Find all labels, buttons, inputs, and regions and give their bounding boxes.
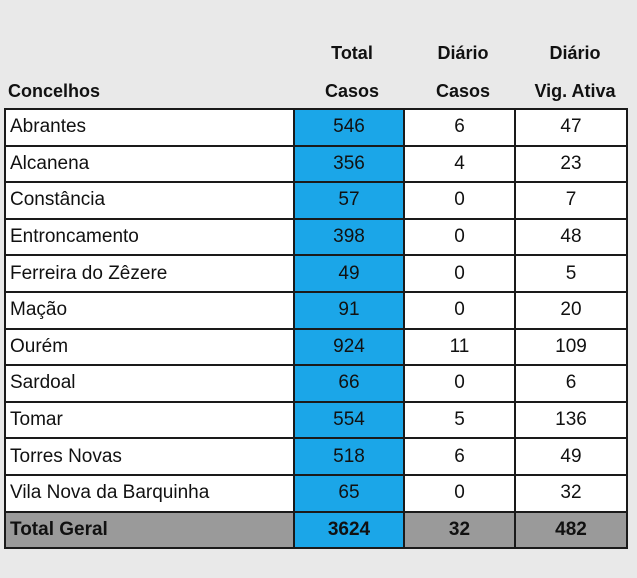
vig-ativa-cell: 32 <box>514 473 628 513</box>
total-geral-diario-casos: 32 <box>403 510 516 550</box>
table-row: Sardoal 66 0 6 <box>4 364 628 403</box>
concelho-cell: Tomar <box>4 400 295 440</box>
header-total-line2: Casos <box>324 81 380 101</box>
total-casos-cell: 546 <box>293 108 405 147</box>
total-geral-label: Total Geral <box>4 510 295 550</box>
concelho-cell: Vila Nova da Barquinha <box>4 473 295 513</box>
diario-casos-cell: 0 <box>403 181 516 220</box>
table-row: Alcanena 356 4 23 <box>4 144 628 184</box>
vig-ativa-cell: 109 <box>514 327 628 367</box>
header-total-line1: Total <box>331 43 373 63</box>
vig-ativa-cell: 49 <box>514 437 628 476</box>
vig-ativa-cell: 6 <box>514 364 628 403</box>
total-casos-cell: 91 <box>293 290 405 330</box>
vig-ativa-cell: 7 <box>514 181 628 220</box>
concelho-cell: Abrantes <box>4 108 295 147</box>
concelho-cell: Entroncamento <box>4 217 295 257</box>
table-row: Mação 91 0 20 <box>4 290 628 330</box>
vig-ativa-cell: 47 <box>514 108 628 147</box>
total-casos-cell: 554 <box>293 400 405 440</box>
table-row: Torres Novas 518 6 49 <box>4 437 628 476</box>
diario-casos-cell: 11 <box>403 327 516 367</box>
table-row: Constância 57 0 7 <box>4 181 628 220</box>
header-diario-vig-line1: Diário <box>549 43 601 63</box>
concelho-cell: Constância <box>4 181 295 220</box>
total-geral-casos: 3624 <box>293 510 405 550</box>
diario-casos-cell: 6 <box>403 437 516 476</box>
concelho-cell: Ferreira do Zêzere <box>4 254 295 293</box>
diario-casos-cell: 0 <box>403 254 516 293</box>
diario-casos-cell: 0 <box>403 290 516 330</box>
header-diario-casos-line1: Diário <box>437 43 489 63</box>
table-row: Abrantes 546 6 47 <box>4 108 628 147</box>
table-row: Ferreira do Zêzere 49 0 5 <box>4 254 628 293</box>
vig-ativa-cell: 136 <box>514 400 628 440</box>
total-casos-cell: 518 <box>293 437 405 476</box>
total-geral-row: Total Geral 3624 32 482 <box>4 510 628 550</box>
concelho-cell: Mação <box>4 290 295 330</box>
table-row: Ourém 924 11 109 <box>4 327 628 367</box>
concelho-cell: Torres Novas <box>4 437 295 476</box>
concelho-cell: Ourém <box>4 327 295 367</box>
table-row: Tomar 554 5 136 <box>4 400 628 440</box>
header-diario-casos-line2: Casos <box>435 81 491 101</box>
total-geral-vig-ativa: 482 <box>514 510 628 550</box>
total-casos-cell: 57 <box>293 181 405 220</box>
diario-casos-cell: 5 <box>403 400 516 440</box>
header-concelhos: Concelhos <box>8 81 101 101</box>
total-casos-cell: 65 <box>293 473 405 513</box>
vig-ativa-cell: 20 <box>514 290 628 330</box>
total-casos-cell: 356 <box>293 144 405 184</box>
concelho-cell: Sardoal <box>4 364 295 403</box>
total-casos-cell: 924 <box>293 327 405 367</box>
total-casos-cell: 49 <box>293 254 405 293</box>
vig-ativa-cell: 5 <box>514 254 628 293</box>
table-header: Concelhos Total Casos Diário Casos Diári… <box>0 0 637 108</box>
concelho-cell: Alcanena <box>4 144 295 184</box>
vig-ativa-cell: 23 <box>514 144 628 184</box>
header-diario-vig-line2: Vig. Ativa <box>534 81 616 101</box>
table-row: Entroncamento 398 0 48 <box>4 217 628 257</box>
diario-casos-cell: 0 <box>403 473 516 513</box>
table-row: Vila Nova da Barquinha 65 0 32 <box>4 473 628 513</box>
diario-casos-cell: 0 <box>403 364 516 403</box>
vig-ativa-cell: 48 <box>514 217 628 257</box>
diario-casos-cell: 4 <box>403 144 516 184</box>
cases-table: Abrantes 546 6 47 Alcanena 356 4 23 Cons… <box>4 108 628 550</box>
diario-casos-cell: 0 <box>403 217 516 257</box>
total-casos-cell: 66 <box>293 364 405 403</box>
total-casos-cell: 398 <box>293 217 405 257</box>
diario-casos-cell: 6 <box>403 108 516 147</box>
